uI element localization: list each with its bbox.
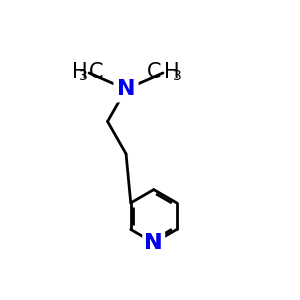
Text: 3: 3 <box>79 69 88 83</box>
Text: N: N <box>145 233 163 253</box>
Text: H: H <box>72 62 88 82</box>
Text: C: C <box>147 62 162 82</box>
Text: C: C <box>89 62 103 82</box>
Text: N: N <box>117 79 135 99</box>
Text: N: N <box>117 79 135 99</box>
Text: N: N <box>145 233 163 253</box>
Text: 3: 3 <box>173 69 182 83</box>
Text: H: H <box>164 62 180 82</box>
Text: N: N <box>145 233 163 253</box>
